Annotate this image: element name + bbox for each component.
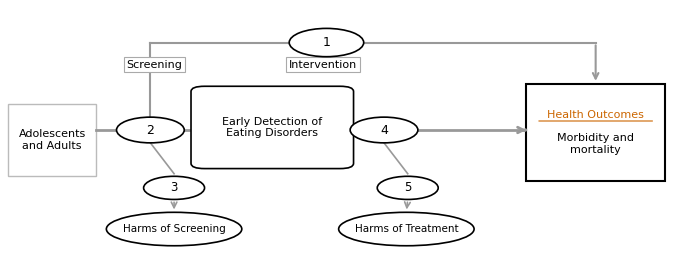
Ellipse shape bbox=[106, 212, 242, 246]
Text: 2: 2 bbox=[146, 124, 154, 136]
Bar bbox=[8, 104, 96, 176]
Text: Intervention: Intervention bbox=[289, 60, 358, 70]
Circle shape bbox=[350, 117, 418, 143]
Text: 5: 5 bbox=[404, 181, 411, 194]
Text: Adolescents
and Adults: Adolescents and Adults bbox=[18, 129, 86, 151]
Circle shape bbox=[377, 176, 438, 199]
Text: Screening: Screening bbox=[126, 60, 182, 70]
Text: 3: 3 bbox=[171, 181, 177, 194]
Text: 1: 1 bbox=[322, 36, 330, 49]
Ellipse shape bbox=[339, 212, 474, 246]
Text: Morbidity and
mortality: Morbidity and mortality bbox=[557, 133, 634, 155]
Text: Early Detection of
Eating Disorders: Early Detection of Eating Disorders bbox=[222, 117, 322, 138]
Text: Harms of Treatment: Harms of Treatment bbox=[354, 224, 458, 234]
Circle shape bbox=[116, 117, 184, 143]
Text: 4: 4 bbox=[380, 124, 388, 136]
Text: Health Outcomes: Health Outcomes bbox=[547, 109, 644, 120]
Bar bbox=[526, 84, 665, 181]
Text: Harms of Screening: Harms of Screening bbox=[122, 224, 226, 234]
FancyBboxPatch shape bbox=[191, 86, 354, 168]
Circle shape bbox=[143, 176, 205, 199]
Circle shape bbox=[289, 28, 364, 57]
